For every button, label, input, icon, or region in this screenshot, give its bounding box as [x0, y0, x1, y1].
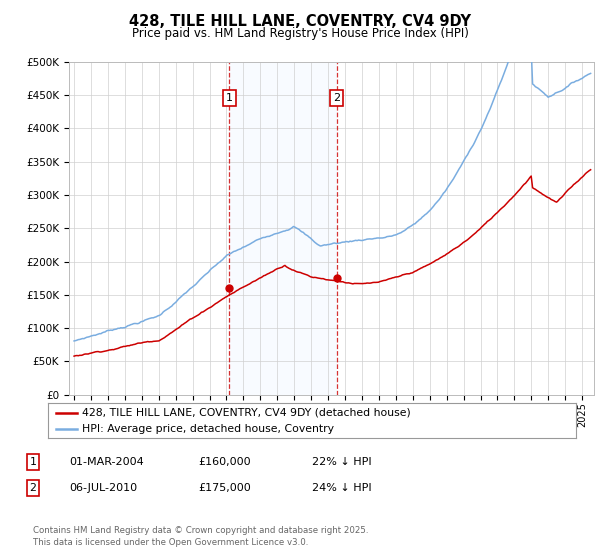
Text: 1: 1 — [226, 94, 233, 103]
Text: 06-JUL-2010: 06-JUL-2010 — [69, 483, 137, 493]
Text: 2: 2 — [333, 94, 340, 103]
Text: 428, TILE HILL LANE, COVENTRY, CV4 9DY: 428, TILE HILL LANE, COVENTRY, CV4 9DY — [129, 14, 471, 29]
Text: 428, TILE HILL LANE, COVENTRY, CV4 9DY (detached house): 428, TILE HILL LANE, COVENTRY, CV4 9DY (… — [82, 408, 411, 418]
Text: HPI: Average price, detached house, Coventry: HPI: Average price, detached house, Cove… — [82, 423, 334, 433]
Text: 24% ↓ HPI: 24% ↓ HPI — [312, 483, 371, 493]
Text: 22% ↓ HPI: 22% ↓ HPI — [312, 457, 371, 467]
Text: £160,000: £160,000 — [198, 457, 251, 467]
Text: 01-MAR-2004: 01-MAR-2004 — [69, 457, 144, 467]
Text: £175,000: £175,000 — [198, 483, 251, 493]
Bar — [229, 62, 337, 395]
Text: 1: 1 — [29, 457, 37, 467]
Text: 2: 2 — [29, 483, 37, 493]
Text: Contains HM Land Registry data © Crown copyright and database right 2025.
This d: Contains HM Land Registry data © Crown c… — [33, 526, 368, 547]
Text: Price paid vs. HM Land Registry's House Price Index (HPI): Price paid vs. HM Land Registry's House … — [131, 27, 469, 40]
